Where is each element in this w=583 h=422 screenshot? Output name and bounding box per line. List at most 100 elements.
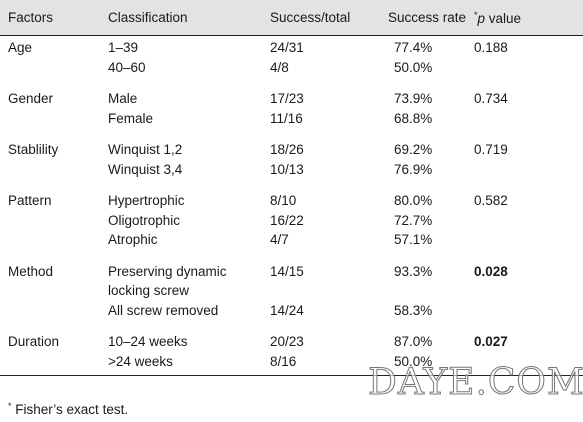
success-rate: 76.9%	[394, 161, 433, 177]
classification: Hypertrophic	[108, 193, 185, 208]
success-rate: 72.7%	[394, 212, 433, 228]
classification-cell: Atrophic	[108, 230, 270, 250]
factor: Duration	[8, 334, 60, 349]
table-row: Oligotrophic 16/22 72.7%	[0, 211, 583, 231]
classification-cell: All screw removed	[108, 301, 270, 321]
p-value: 0.028	[474, 263, 508, 279]
classification: 10–24 weeks	[108, 334, 188, 349]
success-rate: 80.0%	[394, 193, 433, 208]
header-cell: Success rate	[388, 0, 474, 36]
factor-cell	[0, 230, 108, 250]
classification: Atrophic	[108, 232, 158, 247]
classification-cell: 1–39	[108, 36, 270, 58]
footnote: * Fisher’s exact test.	[8, 401, 128, 417]
success-total: 18/26	[270, 142, 304, 157]
success-total: 16/22	[270, 212, 304, 228]
p-value-cell: 0.734	[474, 77, 583, 109]
table-row: Method Preserving dynamic locking screw 14…	[0, 250, 583, 301]
p-value: 0.027	[474, 334, 508, 349]
classification: 40–60	[108, 59, 146, 75]
success-total: 14/15	[270, 263, 304, 279]
success-rate-cell: 87.0%	[388, 320, 474, 352]
classification-cell: Female	[108, 109, 270, 129]
success-rate: 69.2%	[394, 142, 433, 157]
success-total-cell: 14/15	[270, 250, 388, 301]
classification-cell: Preserving dynamic locking screw	[108, 250, 270, 301]
p-value-cell	[474, 230, 583, 250]
p-value: 0.734	[474, 91, 508, 106]
factor: Gender	[8, 91, 54, 106]
p-value: 0.719	[474, 142, 508, 157]
classification-cell: 10–24 weeks	[108, 320, 270, 352]
p-value-cell: 0.719	[474, 128, 583, 160]
footnote-text: Fisher’s exact test.	[15, 402, 129, 417]
classification-cell: >24 weeks	[108, 351, 270, 376]
success-total: 10/13	[270, 161, 304, 177]
success-rate-cell: 77.4%	[388, 36, 474, 58]
success-rate-cell: 58.3%	[388, 301, 474, 321]
factor: Age	[8, 40, 33, 55]
header-text: value	[488, 10, 522, 26]
table-row: Atrophic 4/7 57.1%	[0, 230, 583, 250]
success-total-cell: 20/23	[270, 320, 388, 352]
p-value-cell	[474, 109, 583, 129]
p-value-cell	[474, 160, 583, 180]
header-cell: Success/total	[270, 0, 388, 36]
success-rate: 77.4%	[394, 40, 433, 55]
success-total: 4/8	[270, 59, 289, 75]
classification-cell: Hypertrophic	[108, 179, 270, 211]
factor: Stablility	[8, 142, 59, 157]
table-row: Age 1–39 24/31 77.4% 0.188	[0, 36, 583, 58]
success-rate-cell: 50.0%	[388, 58, 474, 78]
classification: Oligotrophic	[108, 212, 181, 228]
footnote-mark: *	[474, 9, 478, 20]
factor-cell	[0, 160, 108, 180]
table-body: Age 1–39 24/31 77.4% 0.188 40–60 4/8 50.0% Gende…	[0, 36, 583, 376]
factor-cell	[0, 301, 108, 321]
classification-cell: Male	[108, 77, 270, 109]
classification-cell: Winquist 1,2	[108, 128, 270, 160]
success-rate: 58.3%	[394, 302, 433, 318]
table-row: Winquist 3,4 10/13 76.9%	[0, 160, 583, 180]
p-value-cell: 0.188	[474, 36, 583, 58]
success-total: 11/16	[270, 110, 303, 126]
table-row: Stablility Winquist 1,2 18/26 69.2% 0.719	[0, 128, 583, 160]
classification-cell: Winquist 3,4	[108, 160, 270, 180]
classification: Male	[108, 91, 138, 106]
factor-cell: Stablility	[0, 128, 108, 160]
p-value-cell: 0.028	[474, 250, 583, 301]
success-total-cell: 16/22	[270, 211, 388, 231]
success-rate: 50.0%	[394, 59, 433, 75]
table-row: >24 weeks 8/16 50.0%	[0, 351, 583, 376]
header-row: Factors Classification Success/total Suc…	[0, 0, 583, 36]
success-rate-cell: 93.3%	[388, 250, 474, 301]
success-rate-cell: 80.0%	[388, 179, 474, 211]
success-rate: 57.1%	[394, 232, 433, 247]
header-cell: Factors	[0, 0, 108, 36]
success-rate-cell: 50.0%	[388, 351, 474, 376]
results-table: Factors Classification Success/total Suc…	[0, 0, 583, 376]
factor-cell: Age	[0, 36, 108, 58]
classification-cell: 40–60	[108, 58, 270, 78]
factor: Pattern	[8, 193, 52, 208]
success-total-cell: 4/7	[270, 230, 388, 250]
success-total-cell: 11/16	[270, 109, 388, 129]
success-rate-cell: 57.1%	[388, 230, 474, 250]
success-rate: 50.0%	[394, 353, 433, 369]
factor-cell: Gender	[0, 77, 108, 109]
header-cell: *p value	[474, 0, 583, 36]
success-rate: 73.9%	[394, 91, 433, 106]
watermark: DAYE.COM	[368, 362, 583, 404]
success-rate-cell: 73.9%	[388, 77, 474, 109]
success-total: 20/23	[270, 334, 304, 349]
success-rate-cell: 68.8%	[388, 109, 474, 129]
table-row: Duration 10–24 weeks 20/23 87.0% 0.027	[0, 320, 583, 352]
success-total-cell: 4/8	[270, 58, 388, 78]
success-total: 24/31	[270, 40, 304, 55]
success-rate: 93.3%	[394, 263, 433, 279]
header-cell: Classification	[108, 0, 270, 36]
classification: All screw removed	[108, 302, 219, 318]
classification: 1–39	[108, 40, 139, 55]
success-rate-cell: 76.9%	[388, 160, 474, 180]
